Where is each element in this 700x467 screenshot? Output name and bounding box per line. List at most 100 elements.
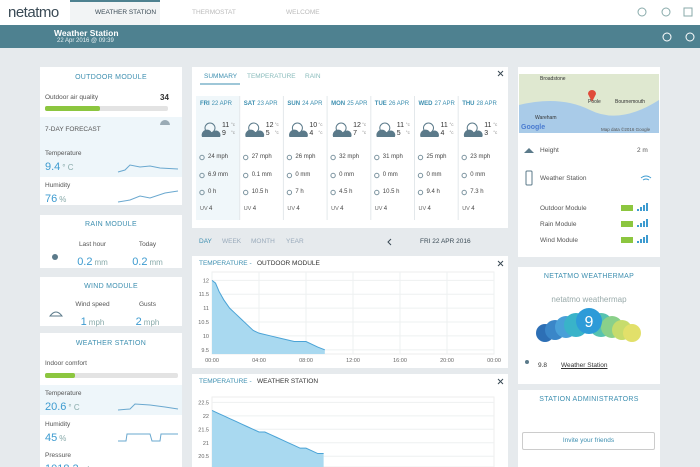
wind: 24 mph <box>208 154 229 160</box>
date: 26 APR <box>388 101 410 107</box>
area-fill <box>212 410 324 467</box>
cloud-icon <box>376 129 396 137</box>
day: FRI <box>200 101 210 107</box>
admins-card <box>518 390 660 467</box>
settings-icon[interactable] <box>662 32 672 42</box>
temperature: 10 <box>309 122 318 129</box>
value: 2 m <box>637 147 648 154</box>
unit: mph <box>88 318 105 327</box>
uv-label: UV <box>243 206 252 212</box>
date: 28 APR <box>476 101 497 107</box>
sparkline <box>117 403 179 411</box>
label: Height <box>540 147 559 154</box>
temperature: 12 <box>353 122 361 129</box>
wind: 25 mph <box>426 154 447 160</box>
day-header: TUE 26 APR <box>375 101 409 107</box>
y-tick-label: 9.5 <box>201 348 209 354</box>
chart-label: TEMPERATURE - <box>199 260 252 267</box>
sparkline <box>117 164 179 173</box>
day-header: SUN 24 APR <box>287 101 322 107</box>
wifi-icon <box>640 175 652 181</box>
wind: 26 mph <box>295 154 316 160</box>
value: 34 <box>160 93 169 102</box>
wind: 32 mph <box>339 154 360 160</box>
unit: mph <box>143 318 160 327</box>
rain: 0 mm <box>382 172 398 178</box>
battery <box>621 205 633 211</box>
wind: 31 mph <box>382 154 403 160</box>
cloud-icon <box>463 129 483 137</box>
range-tab: YEAR <box>286 238 304 245</box>
unit: °c <box>362 130 367 135</box>
rain-icon <box>417 172 424 179</box>
wind: 23 mph <box>470 154 491 160</box>
y-tick-label: 10 <box>203 334 209 340</box>
temperature: 4 <box>309 130 314 137</box>
temperature: 9 <box>222 130 226 137</box>
bell-icon[interactable] <box>637 7 647 17</box>
wind-icon <box>286 154 293 161</box>
highlight <box>40 117 182 177</box>
unit: °c <box>318 122 323 127</box>
label: 7-DAY FORECAST <box>45 126 101 133</box>
forecast-card <box>192 67 508 228</box>
sun: 4.5 h <box>339 189 353 195</box>
module-name: Outdoor Module <box>540 205 587 212</box>
value: 0.2 <box>77 256 93 268</box>
x-tick-label: 20:00 <box>440 358 454 364</box>
y-tick-label: 21.5 <box>198 427 209 433</box>
reading: 0.2 mm <box>120 252 175 270</box>
rain-icon <box>461 172 467 179</box>
help-icon[interactable] <box>685 32 695 42</box>
wind-icon <box>374 154 380 161</box>
value: 0.2 <box>132 256 148 268</box>
highlight <box>40 385 182 415</box>
sun: 9.4 h <box>426 189 440 195</box>
logout-icon[interactable] <box>683 7 693 17</box>
value: 9.8 <box>538 362 548 369</box>
cloud-icon <box>245 129 265 137</box>
unit: °c <box>274 130 279 135</box>
x-tick-label: 12:00 <box>346 358 360 364</box>
signal <box>637 203 648 211</box>
day: TUE <box>374 101 387 107</box>
temperature: 11 <box>396 122 405 129</box>
value: 2 <box>135 316 142 328</box>
map-brand: Google <box>521 124 546 131</box>
close-icon <box>497 260 504 267</box>
wind-icon <box>330 154 336 161</box>
module-name: Rain Module <box>540 221 577 228</box>
progress-fill <box>45 373 75 378</box>
invite-button[interactable] <box>522 432 655 450</box>
unit: ° C <box>68 403 80 412</box>
day: SAT <box>243 101 256 107</box>
uv: 4 <box>209 206 213 212</box>
sparkline <box>117 190 179 203</box>
map-label: Poole <box>588 99 601 105</box>
weather-icon <box>160 120 170 125</box>
day-header: FRI 22 APR <box>200 101 232 107</box>
y-tick-label: 11.5 <box>199 292 209 298</box>
temperature: 5 <box>396 130 401 137</box>
sun-icon <box>199 189 205 196</box>
y-tick-label: 10.5 <box>198 320 209 326</box>
logo: netatmo <box>8 4 59 21</box>
wind: 27 mph <box>251 154 272 160</box>
user-icon[interactable] <box>661 7 671 17</box>
module-name: Weather Station <box>540 175 587 182</box>
day: WED <box>418 101 433 107</box>
prev-icon <box>387 238 392 246</box>
map-pin <box>588 90 596 102</box>
active-tab[interactable] <box>70 0 160 25</box>
unit: °c <box>274 122 279 127</box>
reading: 76% <box>45 189 66 207</box>
unit: % <box>59 195 67 204</box>
day-header: MON 25 APR <box>331 101 367 107</box>
y-tick-label: 11 <box>203 306 209 312</box>
reading: 1 mph <box>65 312 120 330</box>
button-label: Invite your friends <box>562 437 615 444</box>
unit: °c <box>405 130 410 135</box>
temperature: 4 <box>440 130 445 137</box>
unit: °c <box>362 122 367 127</box>
